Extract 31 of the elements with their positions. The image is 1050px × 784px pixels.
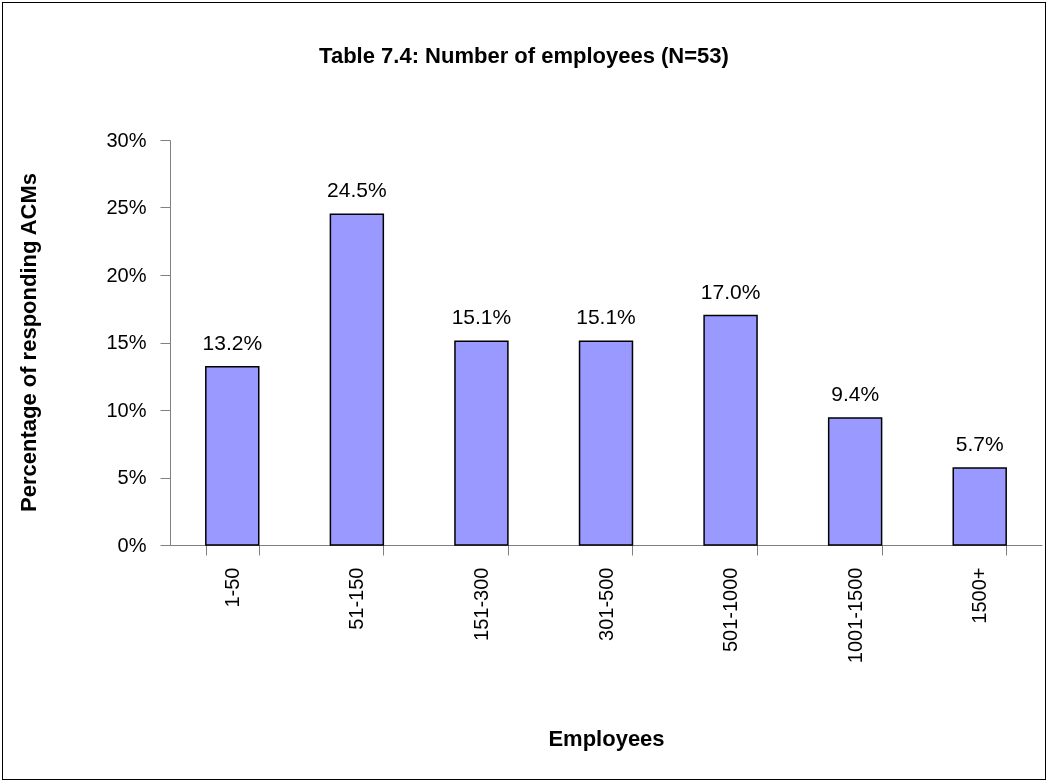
- data-label: 24.5%: [327, 178, 387, 202]
- x-tick-label: 501-1000: [719, 567, 742, 653]
- data-label: 9.4%: [831, 382, 880, 406]
- x-tick-label: 1500+: [968, 567, 991, 624]
- y-tick-label: 10%: [106, 398, 147, 421]
- y-tick-label: 15%: [106, 331, 147, 353]
- y-tick-label: 0%: [117, 533, 147, 556]
- y-tick-label: 25%: [106, 196, 147, 218]
- y-tick-label: 30%: [106, 128, 147, 151]
- chart-title: Table 7.4: Number of employees (N=53): [319, 43, 729, 68]
- bar: [454, 340, 509, 546]
- x-axis-title: Employees: [548, 726, 665, 752]
- bar: [578, 340, 634, 546]
- x-tick-label: 301-500: [594, 567, 617, 641]
- bar: [827, 417, 883, 546]
- y-tick-label: 5%: [117, 466, 147, 488]
- bar: [329, 213, 385, 546]
- y-axis-title: Percentage of responding ACMs: [15, 172, 41, 513]
- y-tick-label: 20%: [106, 263, 147, 286]
- x-tick-label: 1-50: [220, 567, 243, 608]
- bar: [952, 467, 1007, 546]
- x-tick-label: 151-300: [469, 567, 492, 641]
- bar: [703, 314, 758, 546]
- bar: [205, 366, 260, 546]
- data-label: 15.1%: [576, 305, 636, 329]
- data-label: 17.0%: [700, 279, 761, 303]
- data-label: 15.1%: [451, 305, 512, 329]
- data-label: 13.2%: [202, 330, 263, 354]
- x-tick-label: 51-150: [345, 567, 368, 630]
- x-tick-label: 1001-1500: [843, 567, 866, 664]
- data-label: 5.7%: [955, 432, 1004, 456]
